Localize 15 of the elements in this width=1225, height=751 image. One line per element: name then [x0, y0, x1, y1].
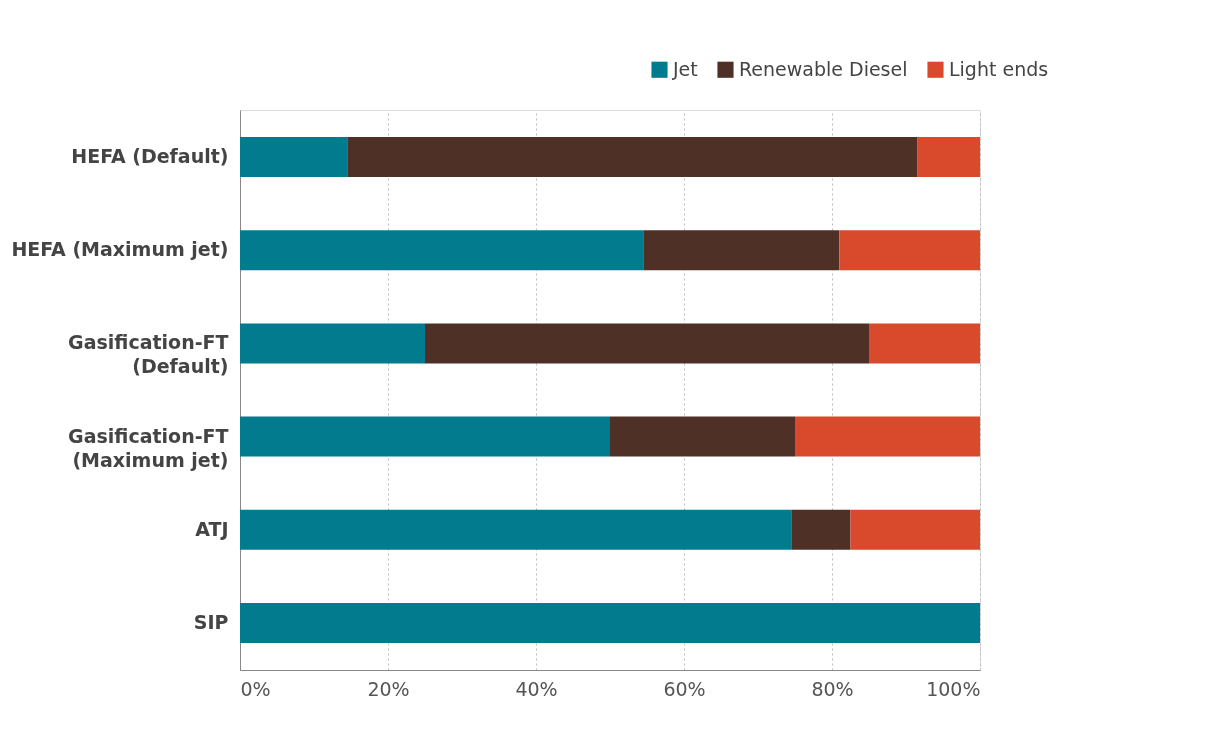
x-tick-label: 80%	[811, 677, 854, 700]
legend-label: Renewable Diesel	[739, 57, 908, 80]
x-tick-label: 100%	[926, 677, 981, 700]
x-tick-label: 0%	[240, 677, 271, 700]
x-tick-label: 40%	[515, 677, 558, 700]
x-tick-label: 60%	[663, 677, 706, 700]
y-tick-label: Gasification-FT (Default)	[68, 331, 229, 378]
y-tick-label: ATJ	[195, 517, 229, 540]
y-tick-label: HEFA (Default)	[71, 145, 229, 168]
y-tick-label: HEFA (Maximum jet)	[11, 238, 229, 261]
y-tick-label: Gasification-FT (Maximum jet)	[68, 424, 229, 471]
legend-label: Jet	[672, 57, 698, 80]
x-tick-label: 20%	[367, 677, 410, 700]
legend-label: Light ends	[949, 57, 1049, 80]
y-tick-label: SIP	[193, 610, 229, 633]
